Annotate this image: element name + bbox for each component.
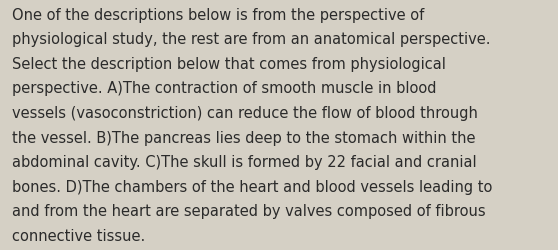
Text: connective tissue.: connective tissue. — [12, 228, 146, 243]
Text: perspective. A)The contraction of smooth muscle in blood: perspective. A)The contraction of smooth… — [12, 81, 437, 96]
Text: bones. D)The chambers of the heart and blood vessels leading to: bones. D)The chambers of the heart and b… — [12, 179, 493, 194]
Text: vessels (vasoconstriction) can reduce the flow of blood through: vessels (vasoconstriction) can reduce th… — [12, 106, 478, 120]
Text: the vessel. B)The pancreas lies deep to the stomach within the: the vessel. B)The pancreas lies deep to … — [12, 130, 476, 145]
Text: Select the description below that comes from physiological: Select the description below that comes … — [12, 56, 446, 72]
Text: abdominal cavity. C)The skull is formed by 22 facial and cranial: abdominal cavity. C)The skull is formed … — [12, 154, 477, 170]
Text: One of the descriptions below is from the perspective of: One of the descriptions below is from th… — [12, 8, 425, 22]
Text: and from the heart are separated by valves composed of fibrous: and from the heart are separated by valv… — [12, 204, 486, 218]
Text: physiological study, the rest are from an anatomical perspective.: physiological study, the rest are from a… — [12, 32, 491, 47]
